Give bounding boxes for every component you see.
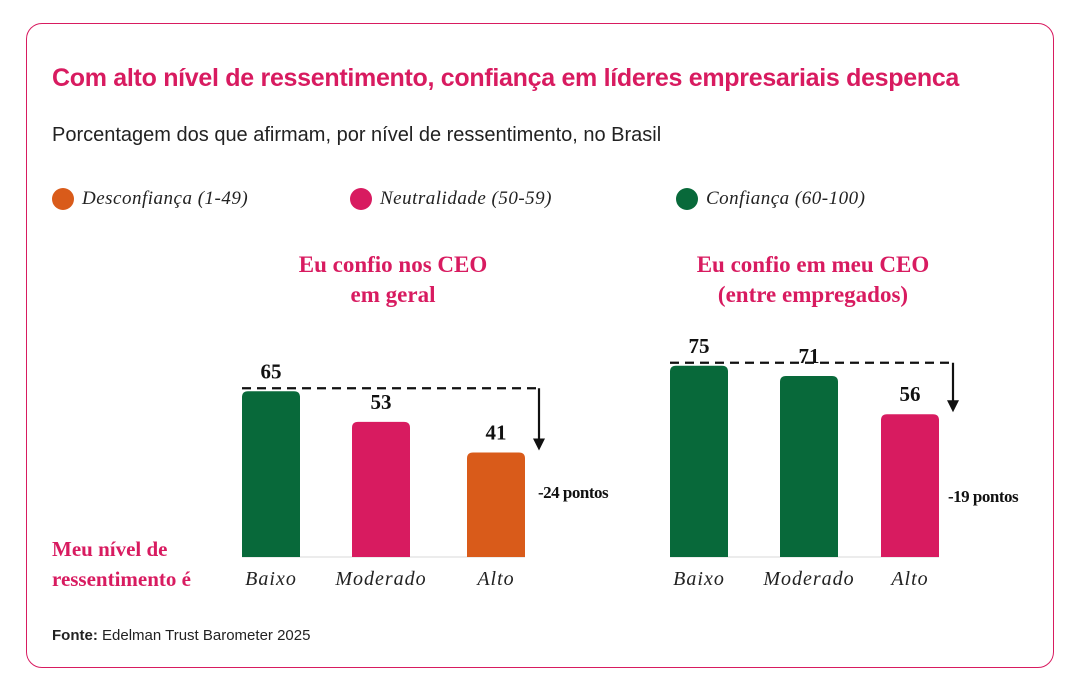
chart-2-category-label-alto: Alto <box>889 568 928 590</box>
chart-2-title-line2: (entre empregados) <box>718 282 908 307</box>
chart-1-value-label-baixo: 65 <box>261 359 282 383</box>
chart-1-category-label-alto: Alto <box>475 568 514 590</box>
chart-1-category-label-baixo: Baixo <box>245 568 297 590</box>
chart-2-value-label-baixo: 75 <box>689 334 710 358</box>
chart-2-value-label-moderado: 71 <box>799 344 820 368</box>
source-note: Fonte: Edelman Trust Barometer 2025 <box>52 627 310 644</box>
legend-label-desconfianca: Desconfiança (1-49) <box>82 188 249 209</box>
chart-1-bar-baixo <box>242 391 300 557</box>
chart-1-difference-annotation: -24 pontos <box>538 483 609 502</box>
row-label-line2: ressentimento é <box>52 567 191 591</box>
chart-1-value-label-alto: 41 <box>486 420 507 444</box>
source-label: Fonte: <box>52 627 98 644</box>
chart-2-category-label-baixo: Baixo <box>673 568 725 590</box>
chart-card <box>26 23 1054 668</box>
chart-2-title-line1: Eu confio em meu CEO <box>697 252 930 277</box>
legend-label-neutralidade: Neutralidade (50-59) <box>380 188 553 209</box>
chart-2-drop-arrow-head <box>947 400 959 413</box>
chart-2-difference-annotation: -19 pontos <box>948 487 1019 506</box>
chart-2-bar-moderado <box>780 375 838 557</box>
legend-item-confianca: Confiança (60-100) <box>676 188 865 210</box>
chart-2-bar-baixo <box>670 365 728 557</box>
legend-swatch-neutralidade <box>350 188 372 210</box>
legend-item-neutralidade: Neutralidade (50-59) <box>350 188 552 210</box>
chart-subtitle: Porcentagem dos que afirmam, por nível d… <box>52 124 662 146</box>
chart-1-title-line1: Eu confio nos CEO <box>299 252 488 277</box>
chart-2-value-label-alto: 56 <box>900 382 921 406</box>
chart-2-bar-alto <box>881 414 939 557</box>
legend-label-confianca: Confiança (60-100) <box>706 188 866 209</box>
chart-title: Com alto nível de ressentimento, confian… <box>52 64 960 92</box>
row-label-line1: Meu nível de <box>52 537 168 561</box>
chart-1-title-line2: em geral <box>351 282 436 307</box>
chart-1-drop-arrow-head <box>533 438 545 451</box>
legend-item-desconfianca: Desconfiança (1-49) <box>52 188 248 210</box>
chart-2-category-label-moderado: Moderado <box>762 568 854 590</box>
chart-1-bar-alto <box>467 452 525 557</box>
chart-1-bar-moderado <box>352 421 410 557</box>
legend-swatch-confianca <box>676 188 698 210</box>
chart-1-value-label-moderado: 53 <box>371 390 392 414</box>
chart-1-category-label-moderado: Moderado <box>334 568 426 590</box>
legend-swatch-desconfianca <box>52 188 74 210</box>
source-text: Edelman Trust Barometer 2025 <box>102 627 311 644</box>
